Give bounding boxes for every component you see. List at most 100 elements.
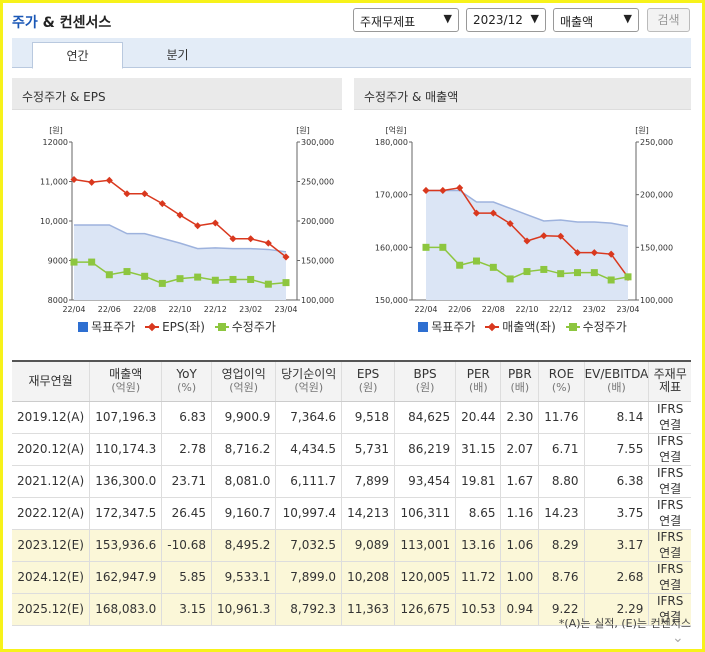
table-cell: 3.75	[583, 497, 649, 530]
table-cell: 136,300.0	[89, 465, 162, 498]
table-row: 2025.12(E) 168,083.0 3.15 10,961.3 8,792.3 11…	[12, 593, 691, 626]
table-cell: 153,936.6	[89, 529, 162, 562]
price-point	[264, 280, 272, 288]
table-cell: 106,311	[394, 497, 456, 530]
legend-price[interactable]: 수정주가	[565, 318, 627, 335]
series-point-left	[557, 232, 565, 240]
table-cell: 8.14	[583, 401, 649, 434]
table-cell: 2019.12(A)	[12, 401, 90, 434]
column-header: 영업이익 (억원)	[210, 361, 276, 402]
table-cell: 3.15	[161, 593, 212, 626]
left-tick-label: 10,000	[40, 217, 68, 226]
table-cell: IFRS연결	[648, 593, 691, 626]
table-cell: 2020.12(A)	[12, 433, 90, 466]
tab-annual[interactable]: 연간	[32, 42, 123, 69]
column-unit: (배)	[468, 381, 488, 395]
column-header: 재무연월	[12, 361, 90, 402]
x-tick-label: 23/04	[616, 305, 639, 314]
table-cell: 10,997.4	[275, 497, 342, 530]
table-cell: 8,495.2	[210, 529, 276, 562]
table-cell: 5.85	[161, 561, 212, 594]
price-point	[282, 279, 290, 287]
legend-sales[interactable]: 매출액(좌)	[485, 318, 556, 335]
table-cell: 14,213	[341, 497, 395, 530]
table-cell: 9,900.9	[210, 401, 276, 434]
table-cell: 168,083.0	[89, 593, 162, 626]
column-label: 재무연월	[28, 373, 73, 388]
column-unit: (억원)	[111, 381, 141, 395]
price-point	[123, 268, 131, 276]
price-point	[557, 270, 565, 278]
table-cell: 8,716.2	[210, 433, 276, 466]
table-row: 2020.12(A) 110,174.3 2.78 8,716.2 4,434.5 5,7…	[12, 433, 691, 466]
table-cell: 26.45	[161, 497, 212, 530]
chart-legend: 목표주가 EPS(좌) 수정주가	[12, 318, 342, 335]
left-tick-label: 12000	[43, 138, 68, 147]
right-tick-label: 200,000	[640, 191, 673, 200]
table-cell: 6.38	[583, 465, 649, 498]
price-point	[422, 243, 430, 251]
table-cell: 8.65	[455, 497, 501, 530]
table-row: 2021.12(A) 136,300.0 23.71 8,081.0 6,111.7 7,…	[12, 465, 691, 498]
table-cell: 31.15	[455, 433, 501, 466]
right-tick-label: 150,000	[301, 257, 334, 266]
column-label: YoY	[176, 367, 197, 382]
table-cell: 4,434.5	[275, 433, 342, 466]
table-cell: 93,454	[394, 465, 456, 498]
table-cell: 19.81	[455, 465, 501, 498]
table-cell: 162,947.9	[89, 561, 162, 594]
legend-price[interactable]: 수정주가	[214, 318, 276, 335]
table-cell: 23.71	[161, 465, 212, 498]
right-tick-label: 300,000	[301, 138, 334, 147]
period-select[interactable]: 2023/12 ▼	[466, 8, 546, 32]
table-cell: 6,111.7	[275, 465, 342, 498]
table-cell: IFRS연결	[648, 465, 691, 498]
table-cell: 14.23	[538, 497, 585, 530]
chevron-down-icon[interactable]: ⌄	[672, 630, 684, 646]
chart-sales: 180,000 170,000 160,000 150,000 250,000 200,0…	[375, 125, 673, 314]
statement-type-select[interactable]: 주재무제표 ▼	[353, 8, 459, 32]
table-cell: 10.53	[455, 593, 501, 626]
price-point	[523, 268, 531, 276]
table-cell: 5,731	[341, 433, 395, 466]
table-cell: 2.78	[161, 433, 212, 466]
table-cell: 11.76	[538, 401, 585, 434]
series-point-left	[422, 186, 430, 194]
column-label: 당기순이익	[281, 367, 337, 382]
tab-quarterly[interactable]: 분기	[166, 48, 189, 62]
table-cell: 2.68	[583, 561, 649, 594]
legend-target[interactable]: 목표주가	[78, 318, 135, 335]
search-button[interactable]: 검색	[647, 8, 690, 32]
x-tick-label: 22/04	[62, 305, 85, 314]
left-unit-label: [억원]	[386, 125, 407, 135]
right-tick-label: 100,000	[640, 296, 673, 305]
price-point	[70, 258, 78, 266]
price-point	[194, 273, 202, 281]
x-tick-label: 23/02	[239, 305, 262, 314]
column-unit: (원)	[415, 381, 435, 395]
left-tick-label: 11,000	[40, 178, 68, 187]
column-unit: (%)	[551, 381, 571, 395]
series-point-left	[472, 209, 481, 217]
table-row: 2019.12(A) 107,196.3 6.83 9,900.9 7,364.6 9,5…	[12, 401, 691, 434]
legend-eps[interactable]: EPS(좌)	[145, 318, 205, 335]
left-tick-label: 9000	[48, 257, 68, 266]
statement-type-value: 주재무제표	[360, 15, 416, 29]
column-label: 매출액	[109, 367, 143, 382]
metric-select[interactable]: 매출액 ▼	[553, 8, 639, 32]
column-label: 영업이익	[221, 367, 266, 382]
price-point	[456, 261, 464, 269]
table-cell: 3.17	[583, 529, 649, 562]
price-point	[624, 273, 632, 281]
table-cell: 9,160.7	[210, 497, 276, 530]
table-cell: 6.71	[538, 433, 585, 466]
series-point-left	[247, 235, 255, 243]
table-cell: 2025.12(E)	[12, 593, 90, 626]
legend-target[interactable]: 목표주가	[418, 318, 475, 335]
table-cell: 0.94	[500, 593, 539, 626]
price-point	[473, 257, 480, 265]
price-point	[105, 271, 113, 279]
table-cell: IFRS연결	[648, 529, 691, 562]
table-cell: 11.72	[455, 561, 501, 594]
series-point-left	[123, 190, 131, 198]
